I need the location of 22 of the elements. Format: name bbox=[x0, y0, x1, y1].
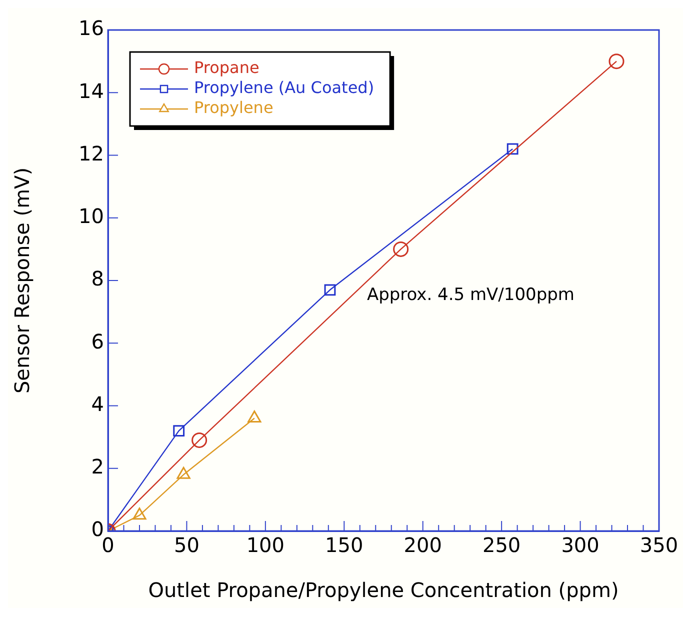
y-tick-label: 8 bbox=[91, 266, 104, 291]
y-axis-title: Sensor Response (mV) bbox=[10, 167, 34, 394]
legend-label: Propane bbox=[194, 58, 260, 78]
x-tick-label: 300 bbox=[561, 533, 600, 558]
y-tick-label: 16 bbox=[78, 16, 104, 40]
annotation: Approx. 4.5 mV/100ppm bbox=[366, 284, 574, 305]
legend-label: Propylene bbox=[194, 98, 274, 118]
y-tick-label: 4 bbox=[91, 392, 104, 416]
y-tick-label: 12 bbox=[78, 141, 104, 166]
y-tick-label: 6 bbox=[91, 329, 104, 354]
y-tick-label: 10 bbox=[78, 204, 104, 228]
x-tick-label: 350 bbox=[640, 533, 678, 558]
y-tick-label: 0 bbox=[91, 517, 104, 542]
x-tick-label: 100 bbox=[246, 533, 285, 558]
y-tick-label: 14 bbox=[78, 78, 104, 103]
x-tick-label: 50 bbox=[174, 533, 200, 558]
y-tick-label: 2 bbox=[91, 454, 104, 479]
x-tick-label: 250 bbox=[482, 533, 521, 558]
x-axis-title: Outlet Propane/Propylene Concentration (ppm) bbox=[148, 578, 619, 602]
legend-label: Propylene (Au Coated) bbox=[194, 78, 374, 98]
x-tick-label: 200 bbox=[404, 533, 442, 558]
x-tick-label: 150 bbox=[325, 533, 364, 558]
